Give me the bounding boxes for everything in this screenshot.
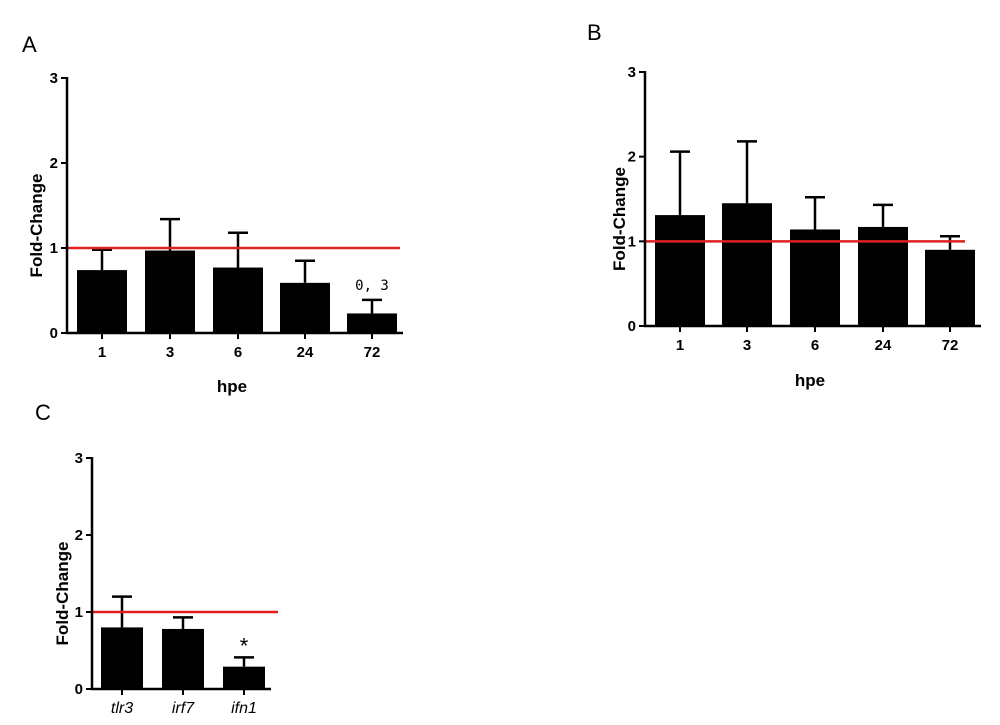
x-tick-label: 24	[297, 344, 314, 361]
panel-letter: A	[22, 32, 37, 57]
bar-72	[925, 249, 975, 326]
bar-ifn1	[223, 666, 265, 689]
y-tick-label: 1	[628, 233, 636, 250]
x-tick-label: 24	[875, 337, 892, 354]
y-tick-label: 0	[75, 681, 83, 698]
y-tick-label: 1	[75, 604, 83, 621]
y-tick-label: 2	[628, 149, 636, 166]
y-tick-label: 3	[75, 450, 83, 467]
bar-3	[722, 203, 772, 326]
bar-72	[347, 313, 397, 333]
y-tick-label: 3	[50, 70, 58, 87]
panel-letter: B	[587, 20, 602, 45]
y-axis-title: Fold-Change	[610, 167, 629, 271]
x-tick-label: 6	[811, 337, 819, 354]
annotation: 0, 3	[355, 278, 389, 294]
x-tick-label: 72	[364, 344, 381, 361]
panel-a: A 0 1 2 3 1 3 6 24 72 Fold-Change hpe 0, 3	[22, 32, 403, 396]
bar-6	[213, 267, 263, 333]
x-tick-label: 3	[743, 337, 751, 354]
y-tick-label: 3	[628, 64, 636, 81]
bar-3	[145, 250, 195, 333]
y-axis-title: Fold-Change	[53, 542, 72, 646]
bar-24	[280, 282, 330, 333]
x-tick-label: 1	[98, 344, 106, 361]
bar-1	[77, 270, 127, 333]
x-tick-label: tlr3	[111, 700, 133, 717]
y-tick-label: 2	[50, 155, 58, 172]
x-axis-title: hpe	[795, 371, 825, 390]
x-tick-label: 3	[166, 344, 174, 361]
y-axis-title: Fold-Change	[27, 174, 46, 278]
y-tick-label: 0	[628, 318, 636, 335]
x-tick-label: 72	[942, 337, 959, 354]
x-tick-label: 1	[676, 337, 684, 354]
x-axis-title: hpe	[217, 377, 247, 396]
y-tick-label: 2	[75, 527, 83, 544]
x-tick-label: 6	[234, 344, 242, 361]
panel-letter: C	[35, 400, 51, 425]
panel-c: C 0 1 2 3 tlr3 irf7 ifn1 Fold-Change *	[35, 400, 278, 717]
annotation: *	[240, 633, 249, 658]
bar-6	[790, 229, 840, 326]
bar-1	[655, 215, 705, 326]
x-tick-label: irf7	[172, 700, 195, 717]
bar-tlr3	[101, 627, 143, 689]
y-tick-label: 0	[50, 325, 58, 342]
panel-b: B 0 1 2 3 1 3 6 24 72 Fold-Change hpe	[587, 20, 981, 390]
bar-24	[858, 226, 908, 326]
y-tick-label: 1	[50, 240, 58, 257]
bar-irf7	[162, 628, 204, 689]
x-tick-label: ifn1	[231, 700, 257, 717]
